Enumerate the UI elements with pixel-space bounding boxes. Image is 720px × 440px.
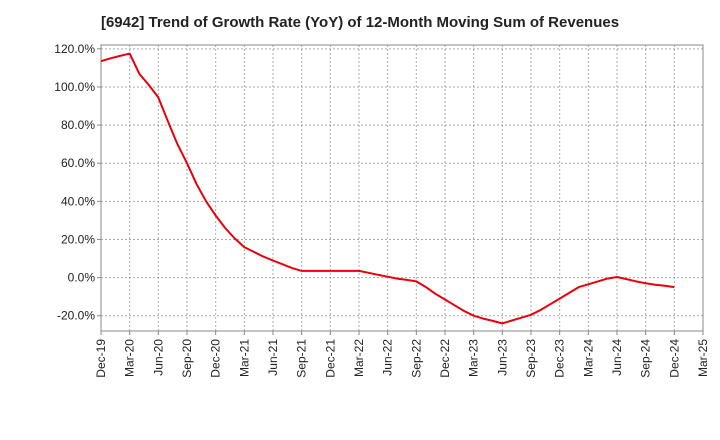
x-axis-ticks: Dec-19 Mar-20 Jun-20 Sep-20 Dec-20 Mar-21 Jun-… — [94, 331, 710, 378]
x-tick-label: Sep-22 — [409, 339, 423, 378]
grid-lines — [101, 45, 703, 331]
x-tick-label: Mar-24 — [581, 339, 595, 377]
x-tick-label: Sep-21 — [295, 339, 309, 378]
y-tick-label: 100.0% — [54, 80, 95, 94]
x-tick-label: Sep-24 — [639, 339, 653, 378]
x-tick-label: Mar-20 — [123, 339, 137, 377]
chart-title: [6942] Trend of Growth Rate (YoY) of 12-… — [100, 14, 620, 31]
y-tick-label: 20.0% — [61, 232, 95, 246]
y-tick-label: 120.0% — [54, 42, 95, 56]
x-tick-label: Mar-25 — [696, 339, 710, 377]
y-tick-label: 80.0% — [61, 118, 95, 132]
x-tick-label: Dec-21 — [323, 339, 337, 378]
series-line — [100, 52, 675, 325]
y-tick-label: 60.0% — [61, 156, 95, 170]
plot-area — [100, 44, 704, 332]
x-tick-label: Dec-20 — [209, 339, 223, 378]
series-layer — [100, 52, 675, 325]
x-tick-label: Jun-21 — [266, 339, 280, 376]
y-tick-label: -20.0% — [57, 309, 95, 323]
x-tick-label: Jun-20 — [151, 339, 165, 376]
x-tick-label: Sep-23 — [524, 339, 538, 378]
x-tick-label: Jun-24 — [610, 339, 624, 376]
x-tick-label: Dec-24 — [667, 339, 681, 378]
x-tick-label: Dec-19 — [94, 339, 108, 378]
x-tick-label: Jun-23 — [495, 339, 509, 376]
x-tick-label: Mar-22 — [352, 339, 366, 377]
y-tick-label: 0.0% — [68, 271, 96, 285]
y-tick-label: 40.0% — [61, 194, 95, 208]
x-tick-label: Mar-23 — [467, 339, 481, 377]
x-tick-label: Dec-22 — [438, 339, 452, 378]
x-tick-label: Jun-22 — [381, 339, 395, 376]
x-tick-label: Dec-23 — [553, 339, 567, 378]
x-tick-label: Sep-20 — [180, 339, 194, 378]
y-axis-ticks: -20.0% 0.0% 20.0% 40.0% 60.0% 80.0% 100.0% 120.… — [54, 42, 101, 323]
x-tick-label: Mar-21 — [237, 339, 251, 377]
